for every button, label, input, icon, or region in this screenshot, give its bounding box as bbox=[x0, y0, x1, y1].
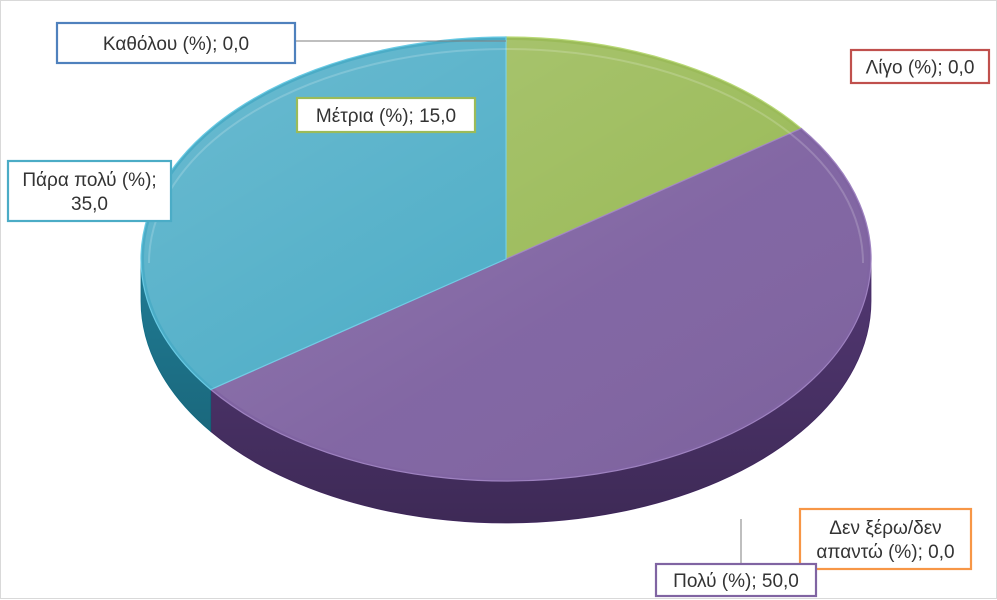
data-label-text-para-poly-0: Πάρα πολύ (%); bbox=[22, 170, 156, 191]
leader-line-layer bbox=[295, 40, 742, 564]
data-label-poly: Πολύ (%); 50,0 bbox=[654, 562, 818, 598]
data-label-text-den-xero-1: απαντώ (%); 0,0 bbox=[816, 542, 954, 563]
data-label-text-ligo-0: Λίγο (%); 0,0 bbox=[866, 58, 975, 79]
data-label-layer: Καθόλου (%); 0,0 Λίγο (%); 0,0 Μέτρια (%);… bbox=[6, 21, 991, 598]
data-label-box-ligo bbox=[849, 48, 991, 85]
data-label-text-kathe-0: Καθόλου (%); 0,0 bbox=[103, 34, 249, 55]
data-label-kathe: Καθόλου (%); 0,0 bbox=[55, 21, 297, 65]
data-label-text-den-xero-0: Δεν ξέρω/δεν bbox=[829, 518, 941, 539]
pie-rim-shadow bbox=[141, 259, 871, 523]
data-label-text-poly-0: Πολύ (%); 50,0 bbox=[673, 571, 799, 592]
data-label-box-metria bbox=[295, 96, 477, 134]
data-label-text-para-poly-1: 35,0 bbox=[71, 194, 108, 215]
data-label-box-den-xero bbox=[798, 507, 973, 571]
data-label-box-kathe bbox=[55, 21, 297, 65]
data-label-box-para-poly bbox=[6, 159, 173, 223]
pie-top-gloss bbox=[144, 40, 868, 478]
data-label-ligo: Λίγο (%); 0,0 bbox=[849, 48, 991, 85]
pie-inner-highlight bbox=[148, 48, 864, 264]
data-label-para-poly: Πάρα πολύ (%); 35,0 bbox=[6, 159, 173, 223]
pie-top-layer bbox=[140, 36, 872, 482]
data-label-text-metria-0: Μέτρια (%); 15,0 bbox=[316, 106, 456, 127]
data-label-metria: Μέτρια (%); 15,0 bbox=[295, 96, 477, 134]
data-label-den-xero: Δεν ξέρω/δεν απαντώ (%); 0,0 bbox=[798, 507, 973, 571]
data-label-box-poly bbox=[654, 562, 818, 598]
